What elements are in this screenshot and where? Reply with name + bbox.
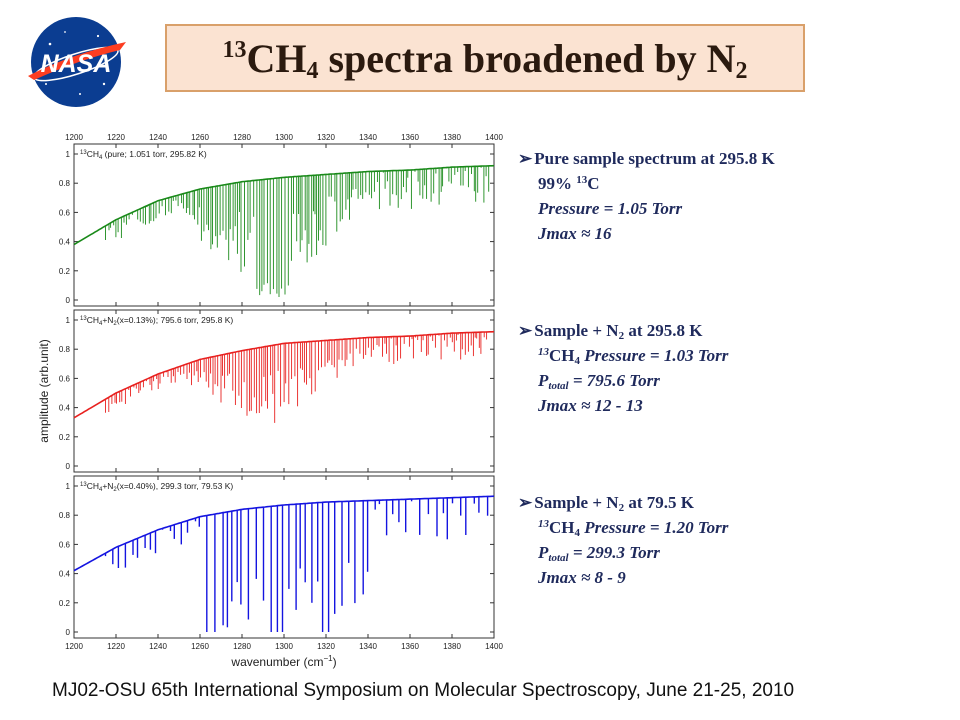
annotation-n2-cold: ➢ Sample + N2 at 79.5 K 13CH4 Pressure = … [518, 493, 729, 587]
panel-label-1: 13CH4+N2(x=0.13%); 795.6 torr, 295.8 K) [80, 315, 233, 327]
y-axis-label: amplitude (arb.unit) [37, 339, 51, 442]
slide-title: 13CH4 spectra broadened by N2 [165, 24, 805, 92]
title-formula: CH [246, 36, 307, 81]
y-tick-label: 0.8 [59, 511, 71, 520]
x-tick-label-top: 1280 [233, 133, 251, 142]
y-tick-label: 0.2 [59, 433, 71, 442]
y-tick-label: 0.6 [59, 374, 71, 383]
spectrum-baseline-0 [73, 164, 495, 246]
x-tick-label-top: 1320 [317, 133, 335, 142]
nasa-logo-text: NASA [41, 50, 112, 78]
y-tick-label: 0.6 [59, 540, 71, 549]
x-tick-label-top: 1260 [191, 133, 209, 142]
y-tick-label: 0 [66, 462, 71, 471]
y-tick-label: 0.6 [59, 208, 71, 217]
x-axis-label: wavenumber (cm−1) [230, 654, 336, 669]
y-tick-label: 1 [66, 316, 71, 325]
x-tick-label-bottom: 1340 [359, 642, 377, 651]
title-iso: 13 [222, 37, 247, 63]
footer-text: MJ02-OSU 65th International Symposium on… [52, 680, 795, 701]
spectrum-baseline-2 [73, 495, 495, 572]
x-tick-label-top: 1360 [401, 133, 419, 142]
y-tick-label: 1 [66, 482, 71, 491]
absorption-lines-0 [105, 165, 490, 297]
y-tick-label: 0.4 [59, 404, 71, 413]
y-tick-label: 0.4 [59, 570, 71, 579]
x-tick-label-top: 1200 [65, 133, 83, 142]
y-tick-label: 0.4 [59, 238, 71, 247]
title-n-count: 2 [735, 58, 748, 84]
y-tick-label: 0.2 [59, 267, 71, 276]
arrow-bullet-icon: ➢ [518, 321, 533, 340]
arrow-bullet-icon: ➢ [518, 149, 533, 168]
title-rest: spectra broadened by N [318, 36, 736, 81]
x-tick-label-bottom: 1280 [233, 642, 251, 651]
annotation-n2-room: ➢ Sample + N2 at 295.8 K 13CH4 Pressure =… [518, 321, 729, 415]
x-tick-label-bottom: 1220 [107, 642, 125, 651]
x-tick-label-top: 1340 [359, 133, 377, 142]
x-tick-label-top: 1300 [275, 133, 293, 142]
x-tick-label-top: 1220 [107, 133, 125, 142]
nasa-logo: NASA [28, 17, 126, 107]
absorption-lines-2 [104, 496, 489, 632]
absorption-lines-1 [105, 331, 488, 423]
x-tick-label-bottom: 1200 [65, 642, 83, 651]
y-tick-label: 0.8 [59, 179, 71, 188]
x-tick-label-bottom: 1320 [317, 642, 335, 651]
x-tick-label-bottom: 1240 [149, 642, 167, 651]
x-tick-label-top: 1380 [443, 133, 461, 142]
x-tick-label-bottom: 1300 [275, 642, 293, 651]
x-tick-label-top: 1400 [485, 133, 503, 142]
y-tick-label: 0 [66, 296, 71, 305]
title-h-count: 4 [306, 58, 319, 84]
y-tick-label: 0 [66, 628, 71, 637]
y-tick-label: 0.2 [59, 599, 71, 608]
x-tick-label-top: 1240 [149, 133, 167, 142]
arrow-bullet-icon: ➢ [518, 493, 533, 512]
panel-label-0: 13CH4 (pure; 1.051 torr, 295.82 K) [80, 149, 207, 161]
x-tick-label-bottom: 1380 [443, 642, 461, 651]
x-tick-label-bottom: 1400 [485, 642, 503, 651]
y-tick-label: 0.8 [59, 345, 71, 354]
y-tick-label: 1 [66, 150, 71, 159]
x-tick-label-bottom: 1360 [401, 642, 419, 651]
x-tick-label-bottom: 1260 [191, 642, 209, 651]
annotation-pure: ➢ Pure sample spectrum at 295.8 K 99% 13C… [518, 149, 775, 243]
spectra-chart: 1 0.8 0.6 0.4 0.2 0 13CH4 (pure; 1.051 torr, 2… [37, 133, 503, 669]
panel-label-2: 13CH4+N2(x=0.40%), 299.3 torr, 79.53 K) [80, 481, 233, 493]
